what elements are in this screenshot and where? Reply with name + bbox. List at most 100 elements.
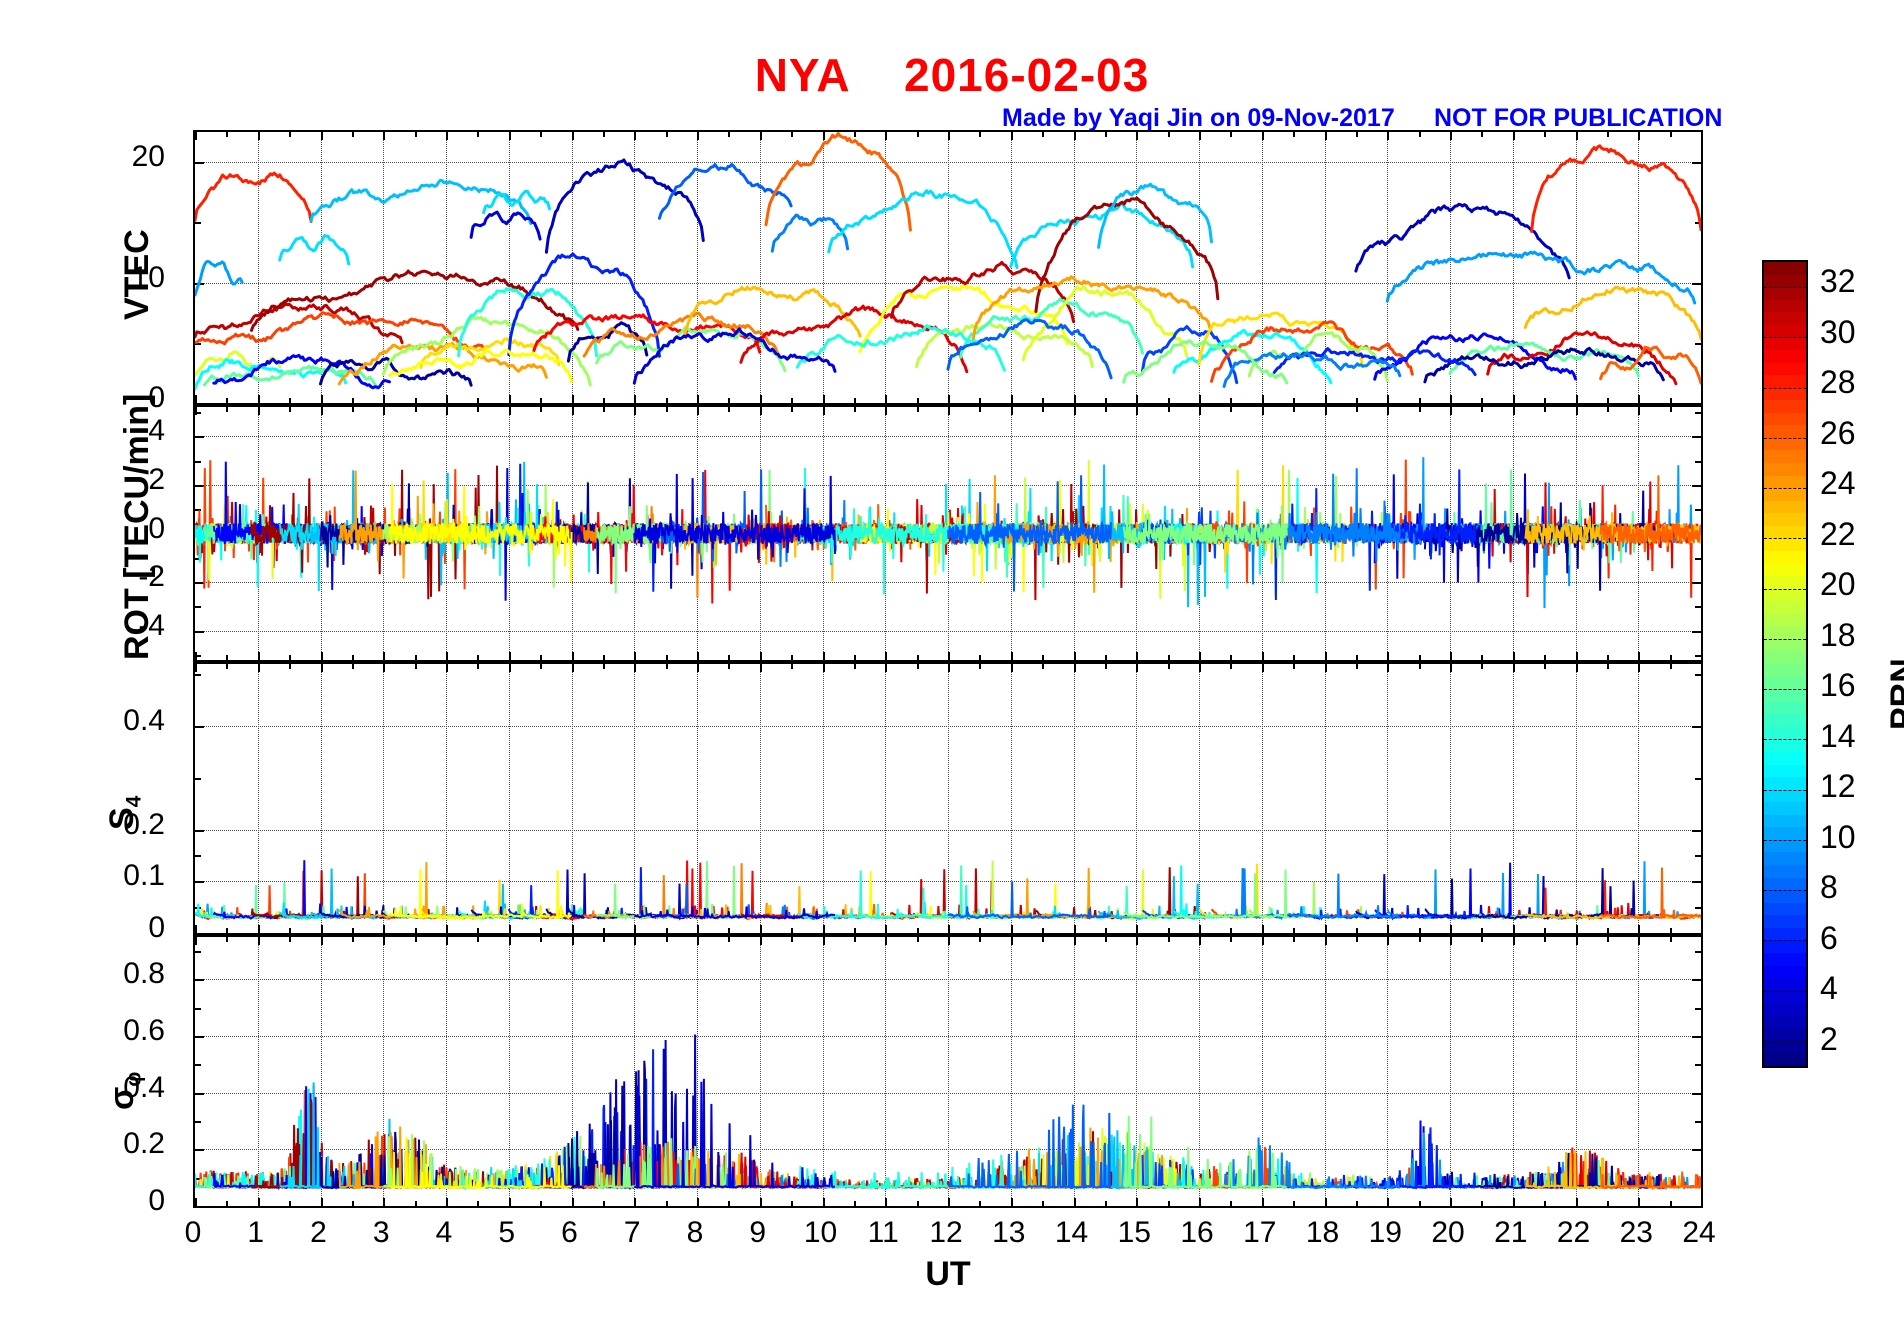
y-tick [1692,484,1701,487]
grid-line-vertical [1387,664,1389,933]
vtec-trace-prn-2 [1423,346,1665,384]
colorbar-tick [1764,538,1806,540]
x-tick [320,407,323,415]
y-tick [195,509,201,512]
x-tick [1355,407,1358,412]
colorbar-tick [1764,1040,1806,1042]
sigma-phi-trace-prn-17 [1123,1115,1287,1190]
rot-trace-prn-9 [1223,468,1401,585]
x-tick [1042,398,1045,403]
x-tick [1418,407,1421,412]
colorbar-segment [1764,1053,1806,1066]
x-tick [634,664,637,672]
x-tick [697,132,699,140]
grid-line-vertical [822,132,824,403]
y-tick [1695,342,1701,345]
x-tick [916,1201,919,1206]
grid-line-vertical [1575,937,1577,1206]
x-tick [1355,928,1358,933]
x-tick [948,937,950,945]
x-tick [697,652,699,660]
grid-line-vertical [1073,937,1075,1206]
x-tick [759,1198,762,1206]
vtec-trace-prn-24 [971,275,1213,342]
y-tick [195,606,201,609]
x-tick [351,937,354,942]
x-tick [1418,664,1421,669]
colorbar-tick [1764,890,1806,892]
x-tick [1638,1198,1641,1206]
y-tick [1695,460,1701,463]
grid-line-vertical [383,132,385,403]
x-tick [1199,1198,1201,1206]
y-tick [195,674,201,677]
colorbar-tick-label: 8 [1820,869,1838,906]
x-tick [1230,1201,1233,1206]
x-tick [791,937,794,942]
x-tick [948,652,950,660]
x-tick [979,928,982,933]
x-tick [1104,1201,1107,1206]
x-tick [728,937,731,942]
x-tick [477,928,480,933]
y-tick [1692,582,1701,585]
grid-line-vertical [257,664,259,933]
colorbar-tick [1764,739,1806,741]
y-tick [1692,436,1701,439]
x-tick [602,937,605,942]
colorbar-segment [1764,613,1806,629]
colorbar-tick [1764,839,1806,841]
y-tick [195,655,201,658]
x-axis-label: UT [925,1255,971,1293]
colorbar-segment [1764,726,1806,742]
x-tick [1293,132,1296,137]
x-tick [1042,655,1045,660]
x-tick [916,398,919,403]
x-tick [1199,132,1201,140]
x-tick [1701,652,1703,660]
colorbar-tick [1764,387,1806,389]
x-tick [414,1201,417,1206]
x-tick [1606,132,1609,137]
x-tick [979,398,982,403]
vtec-trace-prn-25 [582,311,781,358]
x-tick-label: 8 [686,1216,704,1249]
x-tick [446,652,448,660]
colorbar-tick [1764,588,1806,590]
s4-trace-prn-24 [338,862,547,921]
grid-line-vertical [1512,664,1514,933]
x-tick [1230,398,1233,403]
colorbar-segment [1764,400,1806,415]
x-tick-label: 0 [184,1216,202,1249]
x-tick [885,132,888,140]
colorbar-segment [1764,839,1806,855]
y-tick [195,436,204,439]
x-tick [1261,664,1264,672]
x-tick [1230,937,1233,942]
x-tick [1324,652,1327,660]
colorbar-segment [1764,676,1806,692]
s4-trace-prn-5 [213,860,390,920]
colorbar-segment [1764,852,1806,867]
x-tick [351,655,354,660]
colorbar-segment [1764,412,1806,428]
x-tick [759,652,762,660]
x-tick [1324,937,1327,945]
vtec-trace-prn-17 [1122,339,1289,385]
x-tick [414,407,417,412]
x-tick [822,407,825,415]
y-tick [1695,557,1701,560]
x-tick [571,1198,574,1206]
x-tick [1387,395,1390,403]
x-tick [1701,664,1703,672]
x-tick [571,925,574,933]
s4-trace-prn-17 [1123,869,1288,920]
x-tick [1136,132,1139,140]
x-tick-label: 15 [1117,1216,1151,1249]
y-tick [1695,777,1701,780]
vtec-trace-prn-31 [195,302,404,345]
colorbar-segment [1764,299,1806,315]
colorbar-tick [1764,990,1806,992]
colorbar-segment [1764,1003,1806,1018]
grid-line-vertical [1073,664,1075,933]
